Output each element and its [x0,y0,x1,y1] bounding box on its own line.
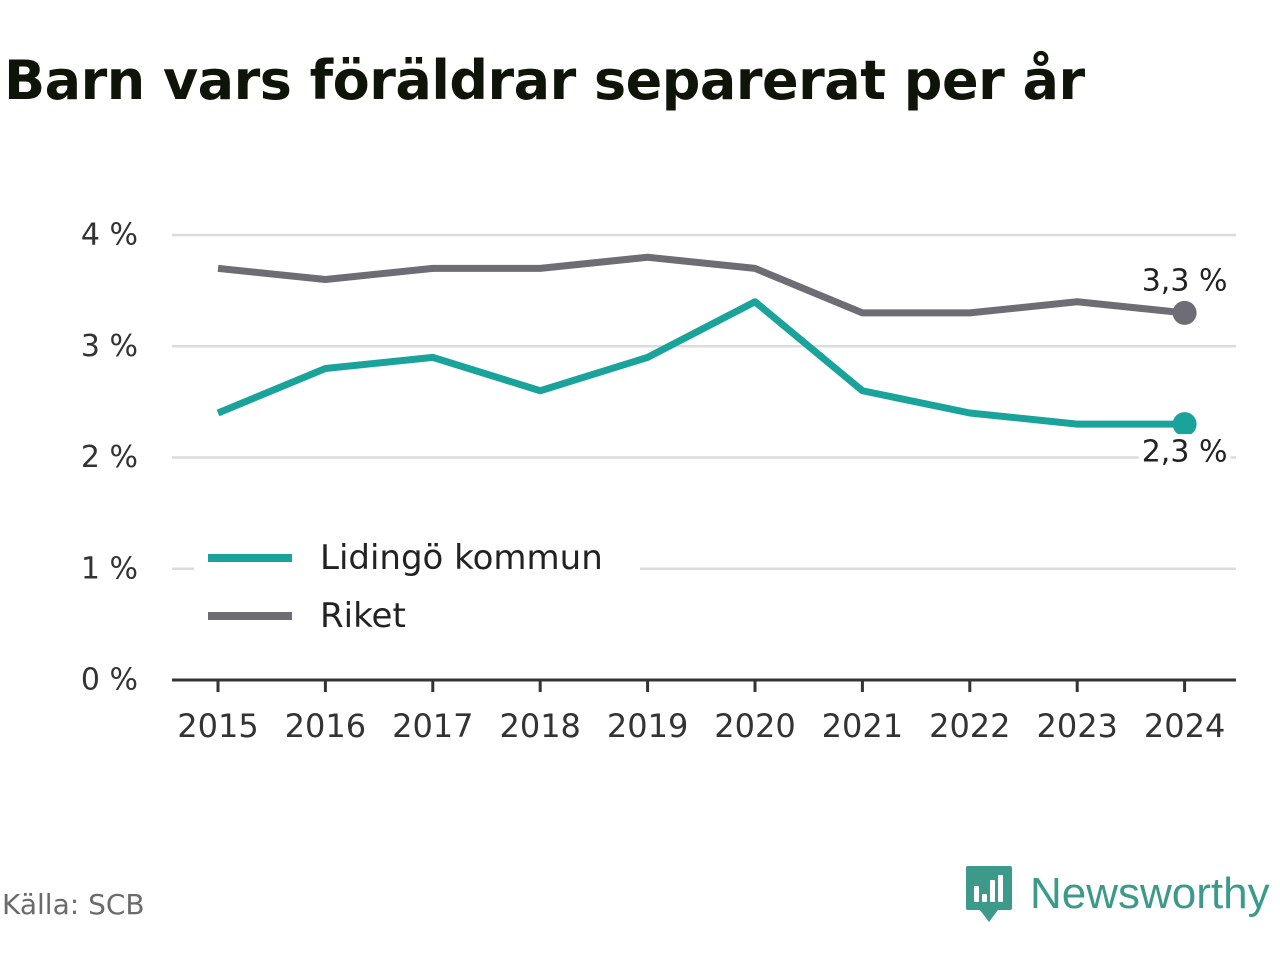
chart-title: Barn vars föräldrar separerat per år [4,49,1085,112]
y-tick-label: 0 % [81,663,138,698]
x-tick-label: 2017 [392,707,473,745]
series-line [216,298,1185,428]
x-tick-label: 2016 [285,707,366,745]
x-tick-label: 2015 [177,707,258,745]
y-tick-label: 3 % [81,329,138,364]
y-tick-label: 1 % [81,551,138,586]
x-axis: 2015 2016 2017 2018 2019 2020 2021 2022 2023 2024 [172,678,1236,745]
end-point-marker [1172,300,1197,325]
legend-label: Riket [320,596,406,636]
brand-logo: Newsworthy [964,862,1270,926]
x-tick-label: 2019 [607,707,688,745]
x-tick-label: 2022 [929,707,1010,745]
legend: Lidingö kommun Riket [194,530,640,646]
end-label-background [1138,434,1231,471]
y-tick-label: 4 % [81,218,138,253]
x-tick-label: 2024 [1144,707,1225,745]
source-note: Källa: SCB [2,888,145,921]
brand-name: Newsworthy [1030,869,1270,918]
x-tick-label: 2020 [714,707,795,745]
end-point-marker [1172,412,1197,437]
x-tick-label: 2023 [1036,707,1117,745]
newsworthy-logo-icon [966,866,1012,922]
grid-lines [172,233,1236,570]
end-labels: 2,3 % 3,3 % [1138,263,1231,471]
y-tick-label: 2 % [81,440,138,475]
end-value-label: 3,3 % [1142,263,1228,298]
legend-label: Lidingö kommun [320,538,603,578]
x-tick-label: 2018 [499,707,580,745]
y-axis: 0 % 1 % 2 % 3 % 4 % [81,218,138,698]
series-lines [216,253,1197,437]
legend-background [194,530,640,646]
series-line [217,253,1185,317]
x-tick-label: 2021 [822,707,903,745]
end-value-label: 2,3 % [1142,435,1228,470]
